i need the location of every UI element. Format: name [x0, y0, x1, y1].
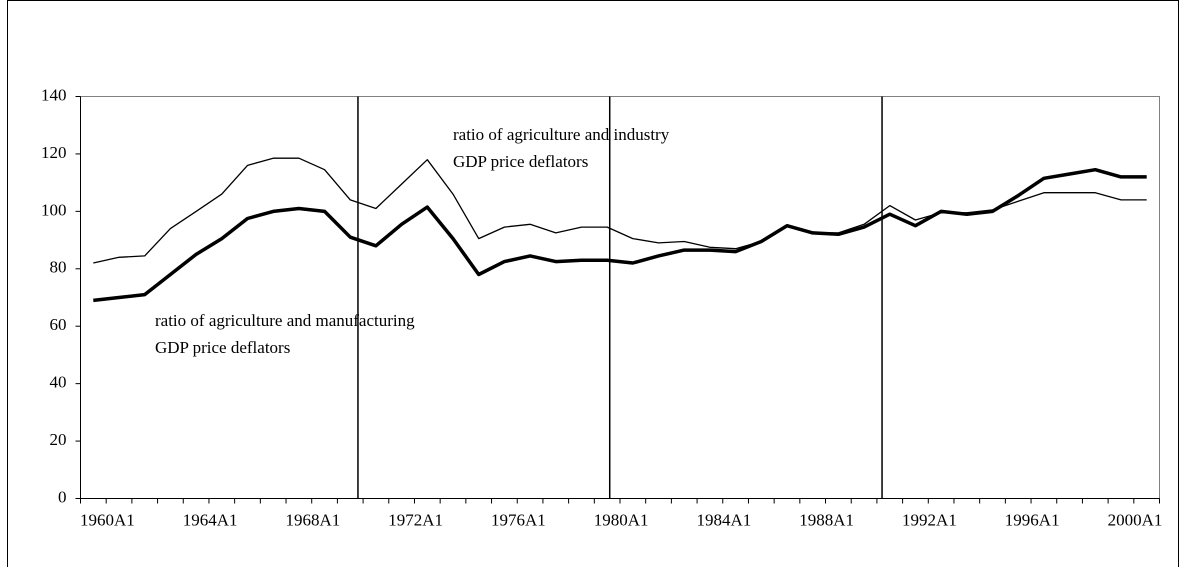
y-tick-label: 0 [58, 487, 67, 506]
y-tick-label: 120 [41, 143, 67, 162]
annotation: ratio of agriculture and manufacturing [155, 311, 415, 330]
x-tick-label: 1964A1 [183, 510, 238, 529]
x-tick-label: 1984A1 [697, 510, 752, 529]
x-tick-label: 1980A1 [594, 510, 649, 529]
y-tick-label: 140 [41, 85, 67, 104]
x-tick-label: 1972A1 [388, 510, 443, 529]
plot-area [80, 96, 1160, 499]
y-tick-label: 100 [41, 200, 67, 219]
x-tick-label: 1988A1 [799, 510, 854, 529]
chart-frame [7, 0, 1179, 571]
y-tick-label: 60 [50, 315, 67, 334]
annotation: GDP price deflators [155, 338, 290, 357]
x-tick-label: 1976A1 [491, 510, 546, 529]
x-tick-label: 1960A1 [80, 510, 135, 529]
y-tick-label: 20 [50, 430, 67, 449]
y-tick-label: 40 [50, 373, 67, 392]
annotation: GDP price deflators [453, 152, 588, 171]
x-tick-label: 2000A1 [1108, 510, 1163, 529]
y-tick-label: 80 [50, 258, 67, 277]
x-tick-label: 1992A1 [902, 510, 957, 529]
x-tick-label: 1968A1 [285, 510, 340, 529]
x-tick-label: 1996A1 [1005, 510, 1060, 529]
annotation: ratio of agriculture and industry [453, 125, 670, 144]
series-line [93, 167, 1147, 303]
